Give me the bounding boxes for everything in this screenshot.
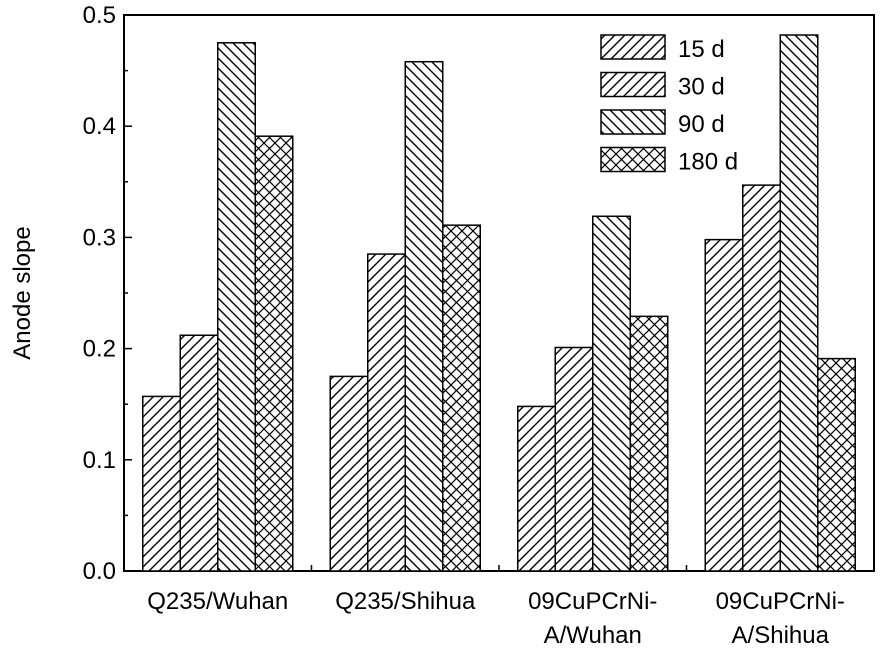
bar-90-d-cat-1	[404, 60, 444, 572]
bar-30-d-cat-2	[554, 346, 594, 572]
legend-label-90-d: 90 d	[678, 111, 725, 138]
bar-30-d-cat-0	[179, 334, 219, 572]
y-tick-label: 0.4	[83, 113, 116, 140]
y-axis-label: Anode slope	[9, 226, 36, 359]
y-tick-label: 0.1	[83, 447, 116, 474]
bar-180-d-cat-1	[442, 224, 481, 572]
x-tick-label: A/Wuhan	[544, 622, 642, 649]
bar-15-d-cat-1	[329, 375, 369, 572]
bar-90-d-cat-0	[217, 42, 256, 572]
x-tick-label: Q235/Wuhan	[147, 588, 288, 615]
bars-layer	[142, 34, 856, 572]
y-tick-label: 0.0	[83, 558, 116, 585]
legend-swatch-90-d	[600, 109, 666, 135]
legend-swatch-15-d	[600, 34, 666, 60]
bar-30-d-cat-3	[742, 184, 781, 572]
legend-label-30-d: 30 d	[678, 74, 725, 101]
bar-180-d-cat-0	[254, 135, 294, 572]
bar-180-d-cat-2	[629, 315, 669, 572]
bar-15-d-cat-2	[517, 405, 556, 572]
y-tick-label: 0.3	[83, 224, 116, 251]
legend-swatch-30-d	[600, 71, 666, 98]
bar-180-d-cat-3	[817, 357, 856, 572]
x-tick-label: 09CuPCrNi-	[716, 588, 845, 615]
bar-90-d-cat-2	[592, 215, 631, 572]
axis-layer: 0.0 0.1 0.2 0.3 0.4 0.5 Q235/Wuhan Q235/Shihua 0…	[83, 2, 875, 649]
legend-swatch-180-d	[600, 146, 666, 173]
x-tick-label: Q235/Shihua	[335, 588, 476, 615]
bar-15-d-cat-0	[142, 395, 181, 572]
legend-label-15-d: 15 d	[678, 36, 725, 63]
y-tick-label: 0.5	[83, 2, 116, 29]
legend-label-180-d: 180 d	[678, 149, 738, 176]
bar-15-d-cat-3	[704, 238, 744, 572]
legend: 15 d 30 d 90 d 180 d	[600, 34, 738, 176]
bar-30-d-cat-1	[367, 253, 406, 572]
y-tick-label: 0.2	[83, 336, 116, 363]
x-tick-label: 09CuPCrNi-	[528, 588, 657, 615]
x-tick-label: A/Shihua	[732, 622, 830, 649]
bar-90-d-cat-3	[779, 34, 819, 572]
